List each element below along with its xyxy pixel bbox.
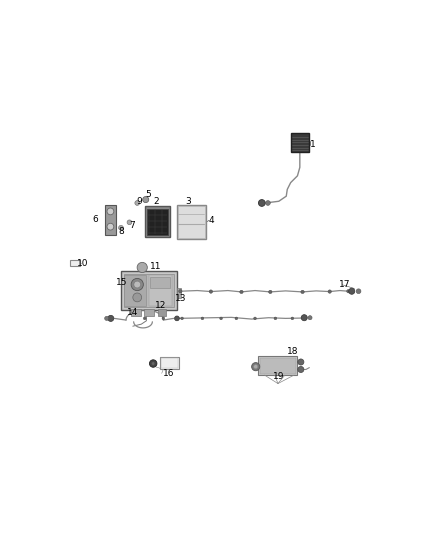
Text: 4: 4 xyxy=(209,216,214,225)
Circle shape xyxy=(209,290,212,293)
Text: 18: 18 xyxy=(286,347,298,356)
Bar xyxy=(121,271,177,310)
Circle shape xyxy=(143,317,146,320)
Circle shape xyxy=(201,317,204,320)
Bar xyxy=(177,288,181,298)
Text: 2: 2 xyxy=(154,197,159,206)
Bar xyxy=(160,358,179,369)
Text: 12: 12 xyxy=(155,301,166,310)
Circle shape xyxy=(235,317,238,320)
Circle shape xyxy=(127,220,132,225)
Bar xyxy=(70,260,80,266)
Text: 13: 13 xyxy=(175,294,186,303)
Bar xyxy=(150,278,170,288)
Circle shape xyxy=(349,288,355,294)
Circle shape xyxy=(346,289,350,293)
Text: 5: 5 xyxy=(145,190,151,199)
Circle shape xyxy=(268,290,272,294)
Circle shape xyxy=(135,200,140,205)
Text: 6: 6 xyxy=(92,215,98,224)
Text: 3: 3 xyxy=(185,197,191,206)
Circle shape xyxy=(134,281,141,288)
Text: 1: 1 xyxy=(310,140,316,149)
Circle shape xyxy=(149,360,157,367)
Circle shape xyxy=(328,290,332,293)
Circle shape xyxy=(105,317,109,320)
Bar xyxy=(260,358,296,374)
Circle shape xyxy=(301,314,307,321)
Circle shape xyxy=(107,223,114,230)
Text: 17: 17 xyxy=(339,280,351,289)
Circle shape xyxy=(298,366,304,373)
Circle shape xyxy=(119,225,124,230)
Text: 9: 9 xyxy=(136,197,142,206)
Circle shape xyxy=(356,289,361,294)
Text: 14: 14 xyxy=(127,308,138,317)
Text: 19: 19 xyxy=(273,372,285,381)
Circle shape xyxy=(254,317,256,320)
Bar xyxy=(105,205,116,235)
Text: 11: 11 xyxy=(150,262,162,271)
Circle shape xyxy=(254,365,258,369)
Circle shape xyxy=(175,316,179,321)
Bar xyxy=(149,275,173,306)
Circle shape xyxy=(240,290,243,294)
Bar xyxy=(158,309,166,316)
Bar xyxy=(177,205,206,239)
Text: 10: 10 xyxy=(77,259,88,268)
Circle shape xyxy=(258,199,265,206)
Circle shape xyxy=(251,362,260,371)
Circle shape xyxy=(131,278,143,290)
Bar xyxy=(131,309,141,316)
Bar xyxy=(291,133,309,152)
Bar xyxy=(178,206,205,238)
Circle shape xyxy=(220,317,223,320)
Bar xyxy=(145,206,170,237)
Circle shape xyxy=(137,262,147,272)
Bar xyxy=(124,273,174,307)
Circle shape xyxy=(274,317,277,320)
Circle shape xyxy=(133,293,141,302)
Circle shape xyxy=(179,289,182,293)
Circle shape xyxy=(143,197,149,203)
Circle shape xyxy=(298,359,304,365)
Circle shape xyxy=(108,316,114,321)
Text: 8: 8 xyxy=(118,227,124,236)
Circle shape xyxy=(301,290,304,294)
Text: 16: 16 xyxy=(162,369,174,378)
Circle shape xyxy=(181,317,184,320)
Circle shape xyxy=(308,316,312,320)
Bar xyxy=(124,275,145,306)
Circle shape xyxy=(107,208,114,215)
Bar xyxy=(144,309,154,316)
Text: 15: 15 xyxy=(116,278,127,287)
Text: 7: 7 xyxy=(129,221,135,230)
Bar xyxy=(258,357,297,375)
Circle shape xyxy=(162,317,165,320)
Circle shape xyxy=(152,362,155,365)
Circle shape xyxy=(265,200,270,205)
Bar xyxy=(161,358,178,368)
Bar xyxy=(147,209,168,235)
Circle shape xyxy=(291,317,294,320)
